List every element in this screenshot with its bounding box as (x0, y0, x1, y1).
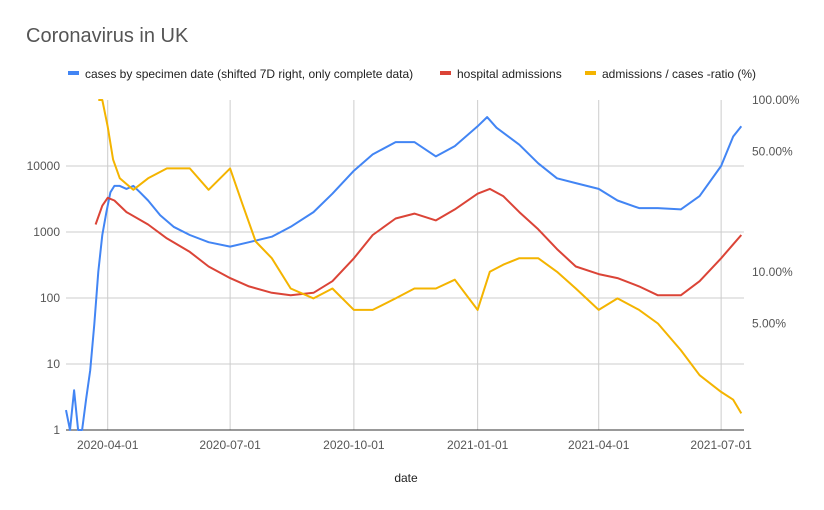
x-tick-label: 2021-07-01 (690, 438, 752, 452)
legend-label: cases by specimen date (shifted 7D right… (85, 67, 413, 81)
x-axis-title: date (394, 471, 418, 485)
y-tick-label: 1000 (33, 225, 60, 239)
x-tick-label: 2020-10-01 (323, 438, 385, 452)
legend-label: hospital admissions (457, 67, 562, 81)
x-tick-label: 2021-01-01 (447, 438, 509, 452)
series-layer (65, 99, 743, 431)
legend-label: admissions / cases -ratio (%) (602, 67, 756, 81)
y-tick-label: 1 (53, 423, 60, 437)
series-line-hospital-admissions (94, 187, 743, 297)
y2-tick-label: 50.00% (752, 145, 793, 159)
y2-tick-label: 100.00% (752, 93, 800, 107)
y-tick-label: 10000 (27, 159, 61, 173)
x-tick-label: 2020-04-01 (77, 438, 139, 452)
y-tick-label: 100 (40, 291, 60, 305)
y2-tick-label: 10.00% (752, 265, 793, 279)
x-tick-label: 2020-07-01 (199, 438, 261, 452)
x-tick-label: 2021-04-01 (568, 438, 630, 452)
chart-title: Coronavirus in UK (26, 25, 189, 47)
axis-layer: 2020-04-01 2020-07-01 2020-10-01 2021-01-01… (27, 93, 800, 452)
grid-layer (66, 100, 744, 431)
y2-tick-label: 5.00% (752, 317, 786, 331)
y-tick-label: 10 (47, 357, 61, 371)
legend[interactable]: cases by specimen date (shifted 7D right… (68, 67, 756, 81)
series-line-cases-by-specimen-date-shifted-7d-right-only-complete-data (65, 116, 743, 431)
